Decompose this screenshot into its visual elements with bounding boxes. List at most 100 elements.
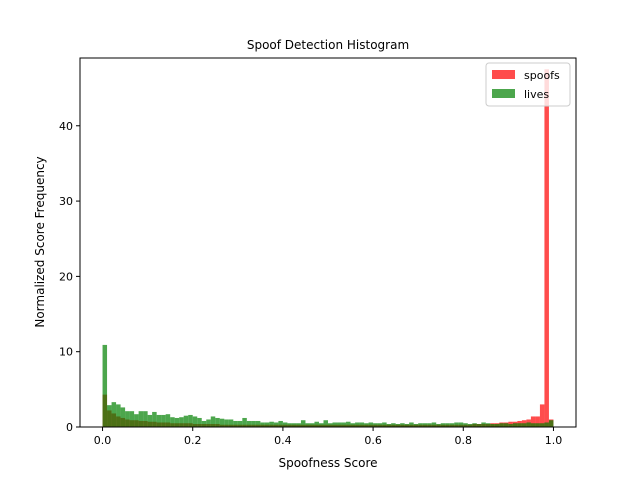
- lives-bar: [526, 422, 531, 427]
- spoofs-bar: [530, 416, 536, 427]
- lives-bar: [395, 423, 401, 427]
- lives-bar: [116, 404, 121, 427]
- lives-bar: [174, 417, 180, 427]
- lives-bar: [400, 423, 405, 427]
- lives-bar: [129, 411, 135, 427]
- lives-bar: [120, 407, 126, 427]
- lives-bar: [309, 423, 315, 427]
- lives-bar: [431, 422, 437, 427]
- legend: spoofs lives: [485, 62, 571, 107]
- lives-bar: [427, 423, 432, 427]
- lives-bar: [404, 423, 410, 427]
- x-axis-ticks: 0.0 0.2 0.4 0.6 0.8 1.0: [94, 427, 562, 447]
- spoofs-legend-swatch: [492, 70, 515, 79]
- lives-bar: [314, 421, 319, 427]
- lives-bar: [291, 423, 297, 427]
- lives-bar: [386, 423, 392, 427]
- lives-bar: [188, 414, 193, 427]
- spoofs-bar: [539, 404, 545, 427]
- lives-bar: [125, 411, 130, 427]
- y-tick-label: 40: [59, 120, 73, 133]
- lives-bar: [548, 420, 554, 427]
- lives-bar: [215, 417, 220, 427]
- lives-bar: [156, 414, 162, 427]
- lives-bar: [418, 423, 423, 427]
- x-tick-label: 0.8: [455, 434, 473, 447]
- lives-bar: [296, 423, 301, 427]
- lives-bar: [463, 423, 468, 427]
- lives-bar: [373, 423, 378, 427]
- lives-bar: [413, 423, 419, 427]
- lives-bar: [521, 423, 527, 427]
- lives-bar: [467, 423, 473, 427]
- lives-bar: [490, 423, 495, 427]
- lives-bar: [391, 423, 396, 427]
- x-tick-label: 0.4: [274, 434, 292, 447]
- lives-bar: [364, 423, 369, 427]
- lives-bar: [273, 422, 279, 427]
- lives-bar: [233, 420, 238, 427]
- lives-bar: [269, 421, 274, 427]
- y-tick-label: 30: [59, 195, 73, 208]
- lives-bar: [282, 422, 288, 427]
- lives-bar: [192, 416, 198, 427]
- lives-bar: [341, 422, 347, 427]
- lives-bar: [503, 423, 509, 427]
- lives-bar: [346, 421, 351, 427]
- lives-bar: [337, 422, 342, 427]
- lives-bar: [300, 420, 306, 427]
- lives-bar: [242, 417, 247, 427]
- lives-bar: [228, 419, 234, 427]
- lives-bar: [278, 420, 283, 427]
- lives-bar: [201, 420, 207, 427]
- bars-group: [102, 69, 554, 427]
- lives-bar: [539, 423, 545, 427]
- spoofs-bar: [535, 416, 540, 427]
- lives-bar: [368, 422, 374, 427]
- lives-bar: [454, 422, 459, 427]
- lives-bar: [544, 422, 549, 427]
- lives-bar: [449, 423, 455, 427]
- lives-bar: [485, 423, 491, 427]
- lives-bar: [206, 419, 211, 427]
- x-tick-label: 0.2: [184, 434, 202, 447]
- x-tick-label: 0.0: [94, 434, 112, 447]
- lives-bar: [436, 423, 441, 427]
- chart-title: Spoof Detection Histogram: [247, 38, 409, 52]
- lives-bar: [255, 420, 261, 427]
- lives-bar: [328, 423, 333, 427]
- lives-bar: [323, 420, 328, 427]
- lives-bar: [287, 423, 292, 427]
- y-tick-label: 20: [59, 270, 73, 283]
- lives-bar: [499, 423, 504, 427]
- lives-bar: [377, 423, 383, 427]
- lives-bar: [264, 422, 270, 427]
- lives-legend-label: lives: [524, 88, 549, 101]
- lives-bar: [161, 414, 166, 427]
- lives-bar: [251, 420, 256, 427]
- lives-bar: [445, 423, 450, 427]
- x-tick-label: 1.0: [545, 434, 563, 447]
- lives-bar: [237, 420, 243, 427]
- lives-bar: [512, 423, 518, 427]
- lives-bar: [219, 418, 225, 427]
- lives-bar: [165, 414, 171, 427]
- lives-bar: [440, 423, 446, 427]
- lives-bar: [359, 422, 365, 427]
- y-axis-ticks: 0 10 20 30 40: [59, 120, 80, 434]
- y-axis-label: Normalized Score Frequency: [33, 156, 47, 327]
- lives-bar: [355, 422, 360, 427]
- lives-bar: [422, 423, 428, 427]
- y-tick-label: 0: [66, 421, 73, 434]
- lives-bar: [350, 423, 356, 427]
- lives-bar: [134, 414, 139, 427]
- lives-bar: [102, 344, 108, 427]
- lives-bar: [152, 411, 157, 427]
- lives-bar: [224, 419, 229, 427]
- lives-legend-swatch: [492, 89, 515, 98]
- lives-bar: [508, 423, 513, 427]
- lives-bar: [409, 422, 414, 427]
- lives-bar: [305, 423, 310, 427]
- lives-bar: [260, 422, 265, 427]
- lives-bar: [535, 423, 540, 427]
